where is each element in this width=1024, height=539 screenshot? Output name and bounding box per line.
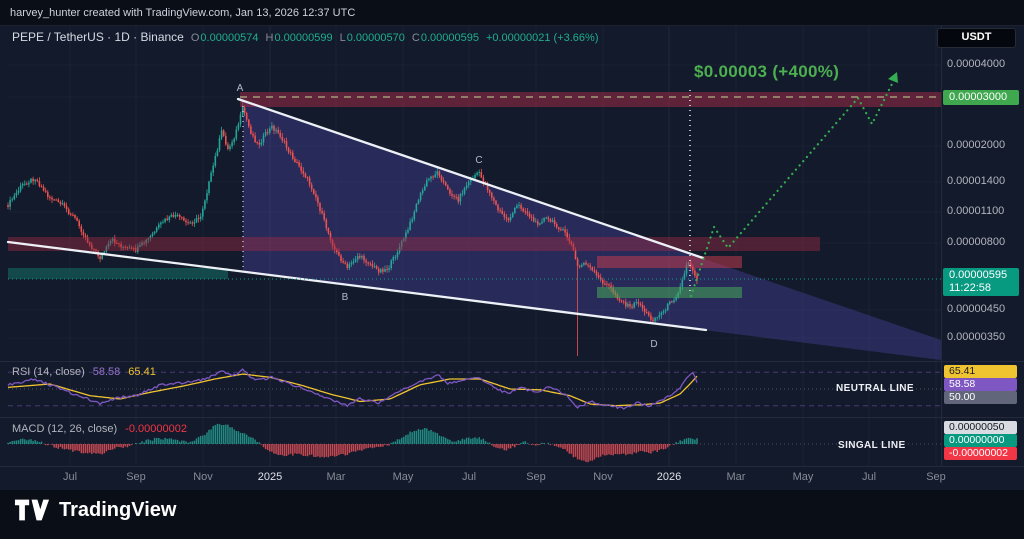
indicator-value-box: 65.41 [944, 365, 1017, 378]
time-axis-label: Nov [593, 471, 613, 483]
time-axis-label: Jul [62, 471, 78, 483]
rsi-title[interactable]: RSI (14, close) [12, 366, 85, 378]
ohlc-change: +0.00000021 (+3.66%) [485, 32, 599, 44]
currency-toggle-button[interactable]: USDT [937, 28, 1016, 48]
signal-line-label: SINGAL LINE [838, 440, 906, 451]
time-axis-label: Sep [526, 471, 546, 483]
target-price-label: 0.00003000 [943, 90, 1019, 105]
time-axis-label: Jul [461, 471, 477, 483]
svg-text:D: D [650, 339, 657, 350]
indicator-value-box: 50.00 [944, 391, 1017, 404]
macd-legend: MACD (12, 26, close) -0.00000002 [12, 423, 187, 435]
macd-value: -0.00000002 [125, 423, 187, 435]
price-axis-label: 0.00001400 [947, 175, 1006, 187]
symbol-title[interactable]: PEPE / TetherUS · 1D · Binance [12, 30, 184, 44]
price-axis-label: 0.00001100 [947, 205, 1005, 217]
price-axis-label: 0.00002000 [947, 139, 1006, 151]
time-axis-label: 2026 [656, 471, 682, 483]
time-axis-label: Nov [193, 471, 213, 483]
ohlc-open: O0.00000574 [190, 32, 259, 44]
time-axis-label: Mar [326, 471, 346, 483]
current-price-label: 0.00000595 11:22:58 [943, 268, 1019, 296]
time-axis-label: May [392, 471, 414, 483]
indicator-value-box: 0.00000000 [944, 434, 1017, 447]
indicator-value-box: 58.58 [944, 378, 1017, 391]
tradingview-logo-icon [14, 499, 50, 521]
neutral-line-label: NEUTRAL LINE [836, 383, 914, 394]
rsi-value: 58.58 [92, 366, 121, 378]
indicator-value-box: -0.00000002 [944, 447, 1017, 460]
attribution-text: harvey_hunter created with TradingView.c… [10, 7, 356, 19]
indicator-value-box: 0.00000050 [944, 421, 1017, 434]
svg-text:A: A [237, 83, 244, 94]
rsi-legend: RSI (14, close) 58.58 65.41 [12, 366, 156, 378]
price-axis-label: 0.00000800 [947, 236, 1006, 248]
time-axis-label: Sep [926, 471, 946, 483]
time-axis-label: 2025 [257, 471, 283, 483]
ohlc-low: L0.00000570 [339, 32, 405, 44]
bar-countdown: 11:22:58 [949, 282, 992, 294]
svg-text:C: C [475, 155, 482, 166]
time-axis-label: Jul [861, 471, 877, 483]
rsi-ma-value: 65.41 [128, 366, 156, 378]
price-axis-label: 0.00000350 [947, 331, 1006, 343]
tradingview-logo-text: TradingView [59, 498, 177, 521]
price-axis-label: 0.00004000 [947, 58, 1006, 70]
macd-title[interactable]: MACD (12, 26, close) [12, 423, 118, 435]
current-price-value: 0.00000595 [949, 269, 1008, 281]
price-axis-label: 0.00000450 [947, 303, 1006, 315]
price-target-annotation: $0.00003 (+400%) [694, 62, 840, 81]
tradingview-logo[interactable]: TradingView [14, 498, 176, 522]
ohlc-close: C0.00000595 [411, 32, 479, 44]
time-axis-label: Mar [726, 471, 746, 483]
time-axis-label: Sep [126, 471, 146, 483]
svg-text:B: B [342, 292, 349, 303]
ohlc-high: H0.00000599 [265, 32, 333, 44]
time-axis-label: May [792, 471, 814, 483]
symbol-legend: PEPE / TetherUS · 1D · Binance O0.000005… [12, 30, 599, 44]
